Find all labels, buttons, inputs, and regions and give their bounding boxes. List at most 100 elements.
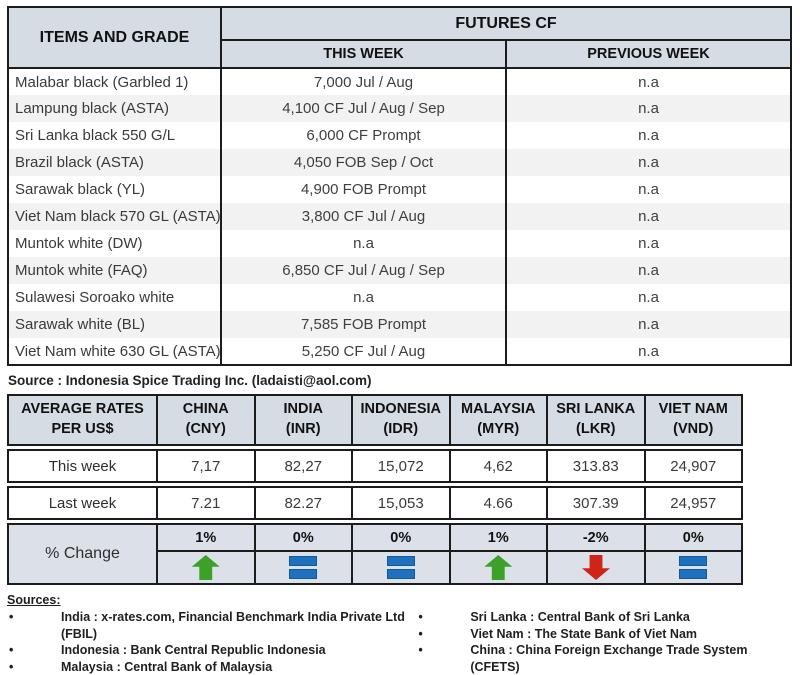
percent-change-label: % Change <box>9 525 156 583</box>
currency-code: (LKR) <box>576 420 615 440</box>
this-week-cell: 4,050 FOB Sep / Oct <box>221 149 506 176</box>
currency-code: (INR) <box>286 420 321 440</box>
percent-value: -2% <box>548 525 644 552</box>
this-week-cell: 7,585 FOB Prompt <box>221 311 506 338</box>
country-name: INDIA <box>284 400 323 420</box>
rate-cell: 7,17 <box>156 451 254 481</box>
row-label: This week <box>9 451 156 481</box>
trend-down-icon <box>548 552 644 583</box>
list-item: • China : China Foreign Exchange Trade Sy… <box>408 642 792 675</box>
item-cell: Brazil black (ASTA) <box>8 149 221 176</box>
this-week-cell: 3,800 CF Jul / Aug <box>221 203 506 230</box>
bullet-icon: • <box>418 642 432 675</box>
items-and-grade-header: ITEMS AND GRADE <box>8 7 221 68</box>
row-label: Last week <box>9 488 156 518</box>
this-week-header: THIS WEEK <box>221 40 506 68</box>
this-week-row: This week 7,17 82,27 15,072 4,62 313.83 … <box>7 449 743 483</box>
trend-up-icon <box>451 552 547 583</box>
column-header-malaysia: MALAYSIA (MYR) <box>449 396 547 444</box>
sources-columns: • India : x-rates.com, Financial Benchmar… <box>7 609 792 675</box>
bullet-icon: • <box>9 659 23 675</box>
prev-week-cell: n.a <box>506 284 791 311</box>
bullet-icon: • <box>418 626 432 643</box>
prev-week-cell: n.a <box>506 122 791 149</box>
source-text: Viet Nam : The State Bank of Viet Nam <box>470 626 697 643</box>
currency-code: (IDR) <box>383 420 418 440</box>
table-row: Muntok white (FAQ)6,850 CF Jul / Aug / S… <box>8 257 791 284</box>
table-row: Malabar black (Garbled 1)7,000 Jul / Aug… <box>8 68 791 95</box>
change-col-indonesia: 0% <box>351 525 449 583</box>
trend-flat-icon <box>646 552 742 583</box>
rate-cell: 307.39 <box>546 488 644 518</box>
source-text: India : x-rates.com, Financial Benchmark… <box>61 609 408 642</box>
previous-week-header: PREVIOUS WEEK <box>506 40 791 68</box>
item-cell: Muntok white (DW) <box>8 230 221 257</box>
source-text: Malaysia : Central Bank of Malaysia <box>61 659 272 675</box>
rate-cell: 15,072 <box>351 451 449 481</box>
source-note: Source : Indonesia Spice Trading Inc. (l… <box>8 373 792 388</box>
currency-code: (MYR) <box>477 420 519 440</box>
column-header-indonesia: INDONESIA (IDR) <box>351 396 449 444</box>
this-week-cell: 6,850 CF Jul / Aug / Sep <box>221 257 506 284</box>
bullet-icon: • <box>9 642 23 659</box>
change-col-malaysia: 1% <box>449 525 547 583</box>
rate-cell: 15,053 <box>351 488 449 518</box>
rate-cell: 24,907 <box>644 451 742 481</box>
prev-week-cell: n.a <box>506 176 791 203</box>
prev-week-cell: n.a <box>506 230 791 257</box>
item-cell: Sri Lanka black 550 G/L <box>8 122 221 149</box>
item-cell: Lampung black (ASTA) <box>8 95 221 122</box>
item-cell: Sarawak white (BL) <box>8 311 221 338</box>
table-row: Viet Nam black 570 GL (ASTA)3,800 CF Jul… <box>8 203 791 230</box>
trend-flat-icon <box>353 552 449 583</box>
country-name: INDONESIA <box>360 400 441 420</box>
futures-cf-header: FUTURES CF <box>221 7 791 40</box>
rates-label-line1: AVERAGE RATES <box>21 400 144 420</box>
bullet-icon: • <box>9 609 23 642</box>
prev-week-cell: n.a <box>506 68 791 95</box>
rates-label-header: AVERAGE RATES PER US$ <box>9 396 156 444</box>
source-text: China : China Foreign Exchange Trade Sys… <box>470 642 792 675</box>
table-row: Viet Nam white 630 GL (ASTA)5,250 CF Jul… <box>8 338 791 365</box>
rates-header-row: AVERAGE RATES PER US$ CHINA (CNY) INDIA … <box>7 394 743 446</box>
list-item: • Viet Nam : The State Bank of Viet Nam <box>408 626 792 643</box>
bullet-icon: • <box>418 609 432 626</box>
sources-left-list: • India : x-rates.com, Financial Benchmar… <box>7 609 408 675</box>
rate-cell: 82,27 <box>254 451 352 481</box>
this-week-cell: n.a <box>221 284 506 311</box>
percent-value: 0% <box>353 525 449 552</box>
rate-cell: 4,62 <box>449 451 547 481</box>
prev-week-cell: n.a <box>506 338 791 365</box>
sources-section: Sources: •India : x-rates.com, Financial… <box>7 593 792 675</box>
percent-value: 1% <box>451 525 547 552</box>
column-header-sri-lanka: SRI LANKA (LKR) <box>546 396 644 444</box>
list-item: •Indonesia : Bank Central Republic Indon… <box>7 642 408 659</box>
list-item: •Sri Lanka : Central Bank of Sri Lanka <box>408 609 792 626</box>
item-cell: Viet Nam white 630 GL (ASTA) <box>8 338 221 365</box>
country-name: CHINA <box>183 400 229 420</box>
item-cell: Muntok white (FAQ) <box>8 257 221 284</box>
futures-table-header: ITEMS AND GRADE FUTURES CF THIS WEEK PRE… <box>8 7 791 68</box>
futures-table-body: Malabar black (Garbled 1)7,000 Jul / Aug… <box>8 68 791 365</box>
this-week-cell: 4,900 FOB Prompt <box>221 176 506 203</box>
rates-label-line2: PER US$ <box>51 420 113 440</box>
futures-table: ITEMS AND GRADE FUTURES CF THIS WEEK PRE… <box>7 6 792 366</box>
change-col-china: 1% <box>156 525 254 583</box>
trend-flat-icon <box>256 552 352 583</box>
prev-week-cell: n.a <box>506 203 791 230</box>
item-cell: Viet Nam black 570 GL (ASTA) <box>8 203 221 230</box>
list-item: • India : x-rates.com, Financial Benchmar… <box>7 609 408 642</box>
column-header-china: CHINA (CNY) <box>156 396 254 444</box>
rate-cell: 313.83 <box>546 451 644 481</box>
percent-value: 1% <box>158 525 254 552</box>
this-week-cell: 4,100 CF Jul / Aug / Sep <box>221 95 506 122</box>
this-week-cell: n.a <box>221 230 506 257</box>
country-name: VIET NAM <box>659 400 728 420</box>
item-cell: Malabar black (Garbled 1) <box>8 68 221 95</box>
